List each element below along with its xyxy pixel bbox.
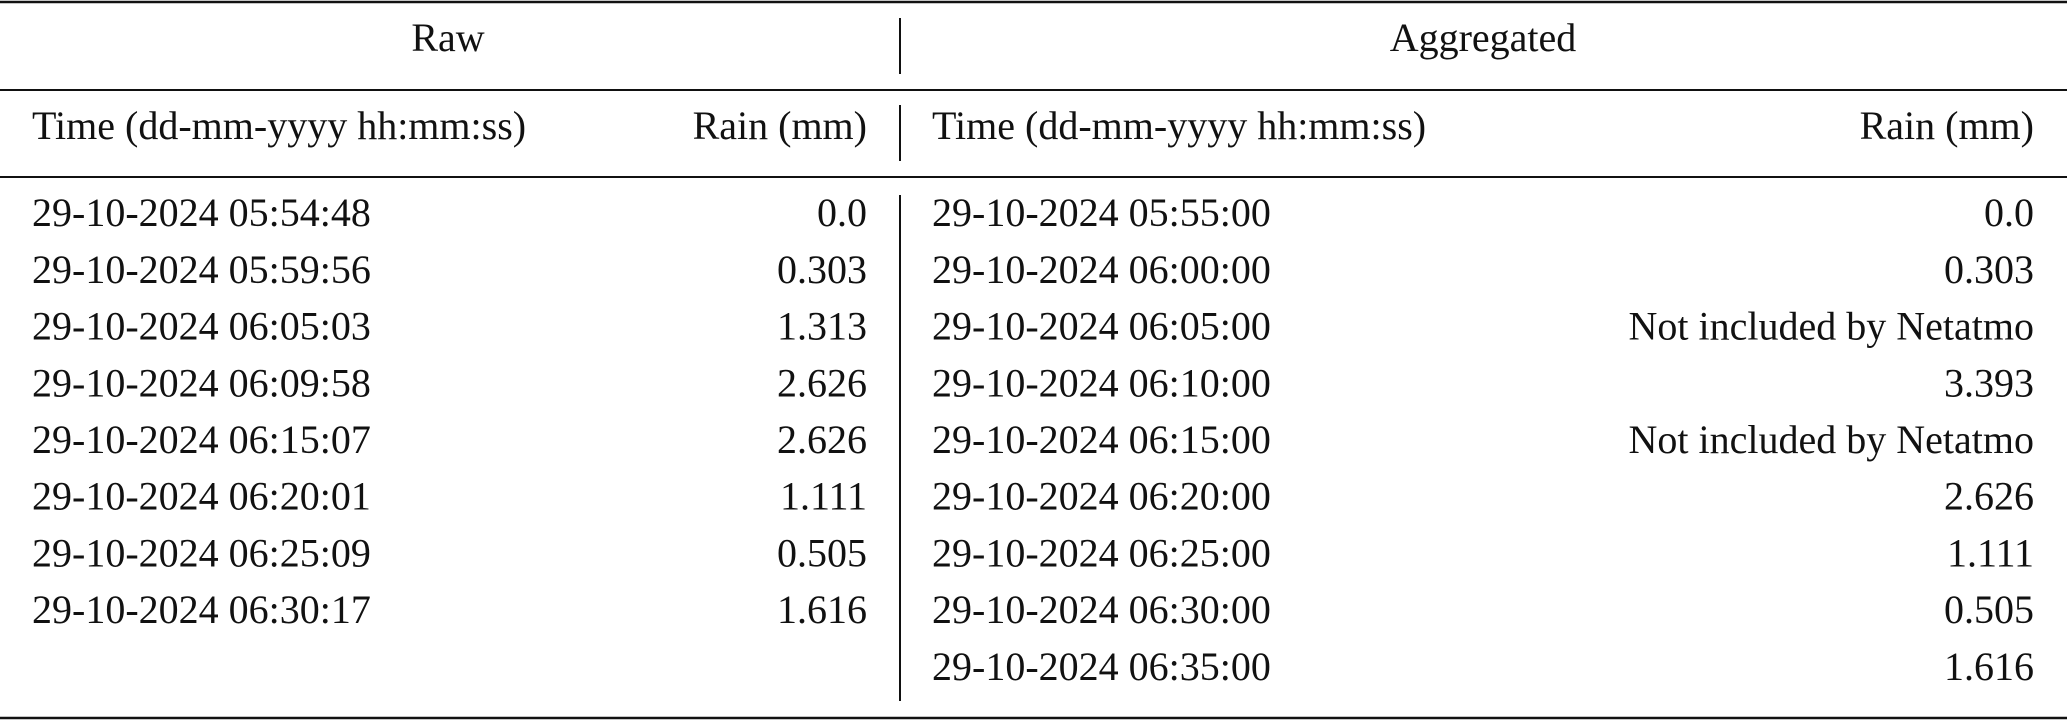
time-cell: 29-10-2024 05:59:56 [32,247,371,292]
group-header: Aggregated [1390,15,1577,60]
time-cell: 29-10-2024 06:09:58 [32,360,371,405]
rain-cell: Not included by Netatmo [1629,304,2034,349]
time-cell: 29-10-2024 06:05:00 [932,304,1271,349]
time-cell: 29-10-2024 05:54:48 [32,190,371,235]
time-cell: 29-10-2024 06:25:09 [32,530,371,575]
rain-cell: 2.626 [1944,474,2034,519]
time-cell: 29-10-2024 06:30:17 [32,587,371,632]
time-cell: 29-10-2024 06:10:00 [932,360,1271,405]
time-cell: 29-10-2024 06:15:07 [32,417,371,462]
column-header: Rain (mm) [693,103,867,148]
rain-cell: 2.626 [777,360,867,405]
column-header: Time (dd-mm-yyyy hh:mm:ss) [32,103,526,148]
time-cell: 29-10-2024 06:30:00 [932,587,1271,632]
time-cell: 29-10-2024 06:15:00 [932,417,1271,462]
time-cell: 29-10-2024 06:35:00 [932,644,1271,689]
rain-cell: Not included by Netatmo [1629,417,2034,462]
rain-cell: 1.616 [1944,644,2034,689]
time-cell: 29-10-2024 06:25:00 [932,530,1271,575]
column-header: Rain (mm) [1860,103,2034,148]
time-cell: 29-10-2024 06:20:01 [32,474,371,519]
rain-cell: 1.111 [1947,530,2034,575]
group-header: Raw [411,15,484,60]
time-cell: 29-10-2024 05:55:00 [932,190,1271,235]
rain-cell: 0.505 [1944,587,2034,632]
time-cell: 29-10-2024 06:20:00 [932,474,1271,519]
rain-cell: 0.303 [777,247,867,292]
rain-cell: 2.626 [777,417,867,462]
rain-cell: 3.393 [1944,360,2034,405]
rain-cell: 1.616 [777,587,867,632]
rain-cell: 0.0 [817,190,867,235]
column-header: Time (dd-mm-yyyy hh:mm:ss) [932,103,1426,148]
rain-cell: 0.505 [777,530,867,575]
rain-cell: 0.303 [1944,247,2034,292]
time-cell: 29-10-2024 06:00:00 [932,247,1271,292]
rain-cell: 0.0 [1984,190,2034,235]
time-cell: 29-10-2024 06:05:03 [32,304,371,349]
rain-cell: 1.313 [777,304,867,349]
rain-cell: 1.111 [780,474,867,519]
